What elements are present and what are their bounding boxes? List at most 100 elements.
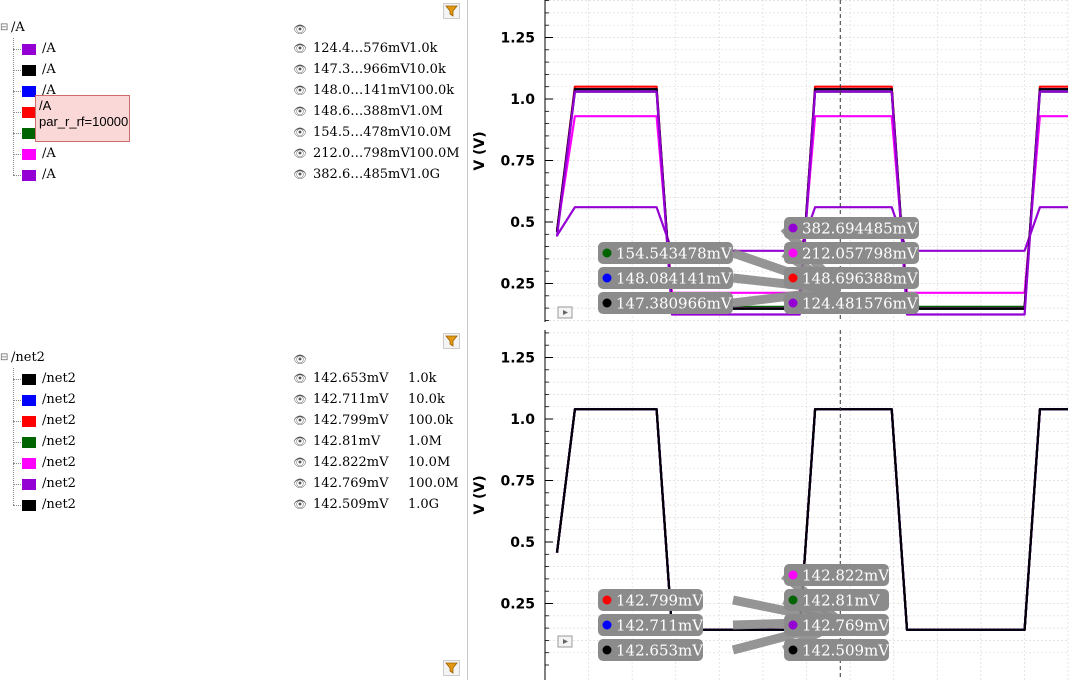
value-marker[interactable] (784, 217, 919, 239)
marker-color-dot (788, 273, 798, 283)
value-marker[interactable] (598, 267, 733, 289)
visibility-eye-icon[interactable]: 👁 (293, 105, 307, 118)
signal-row[interactable]: /net2 👁 142.799mV 100.0k (0, 411, 466, 432)
visibility-eye-icon[interactable]: 👁 (293, 456, 307, 469)
value-marker[interactable] (784, 614, 889, 636)
color-swatch[interactable] (22, 374, 36, 385)
tree-line (13, 368, 14, 505)
signal-name: /net2 (42, 476, 76, 491)
signal-value: 142.81mV (313, 434, 381, 449)
marker-color-dot (788, 570, 798, 580)
signal-row[interactable]: /A 👁 382.6…485mV 1.0G (0, 165, 466, 186)
signal-row[interactable]: /net2 👁 142.822mV 10.0M (0, 453, 466, 474)
signal-row[interactable]: /net2 👁 142.81mV 1.0M (0, 432, 466, 453)
color-swatch[interactable] (22, 416, 36, 427)
color-swatch[interactable] (22, 170, 36, 181)
waveform-series[interactable] (555, 408, 1068, 631)
value-marker[interactable] (784, 564, 889, 586)
tree-branch (13, 154, 21, 155)
value-marker[interactable] (784, 639, 889, 661)
signal-row[interactable]: /A 👁 212.0…798mV 100.0M (0, 144, 466, 165)
collapse-icon[interactable]: ⊟ (0, 352, 9, 363)
visibility-eye-icon[interactable]: 👁 (293, 23, 307, 36)
y-tick-label: 1.0 (510, 92, 535, 108)
marker-value-label: 142.509mV (802, 642, 890, 660)
tree-branch (13, 133, 21, 134)
color-swatch[interactable] (22, 479, 36, 490)
color-swatch[interactable] (22, 395, 36, 406)
legend-panel: ⊟/A 👁/A 👁 124.4…576mV 1.0k/A 👁 147.3…966mV 10.0… (0, 0, 468, 680)
visibility-eye-icon[interactable]: 👁 (293, 435, 307, 448)
color-swatch[interactable] (22, 128, 36, 139)
legend-pane: ⊟/A 👁/A 👁 124.4…576mV 1.0k/A 👁 147.3…966mV 10.0… (0, 20, 466, 200)
expand-icon[interactable] (563, 639, 568, 644)
color-swatch[interactable] (22, 65, 36, 76)
value-marker[interactable] (784, 292, 919, 314)
signal-row[interactable]: /A 👁 147.3…966mV 10.0k (0, 60, 466, 81)
visibility-eye-icon[interactable]: 👁 (293, 393, 307, 406)
marker-value-label: 142.81mV (802, 592, 881, 610)
visibility-eye-icon[interactable]: 👁 (293, 126, 307, 139)
signal-name: /net2 (42, 413, 76, 428)
signal-name: /net2 (42, 434, 76, 449)
signal-parameter: 1.0M (408, 434, 442, 449)
color-swatch[interactable] (22, 437, 36, 448)
y-tick-label: 1.0 (510, 412, 535, 428)
value-marker[interactable] (598, 242, 733, 264)
y-tick-label: 1.25 (500, 31, 535, 47)
visibility-eye-icon[interactable]: 👁 (293, 498, 307, 511)
color-swatch[interactable] (22, 86, 36, 97)
color-swatch[interactable] (22, 458, 36, 469)
marker-color-dot (788, 223, 798, 233)
visibility-eye-icon[interactable]: 👁 (293, 414, 307, 427)
value-marker[interactable] (598, 614, 703, 636)
signal-name: /A (42, 83, 56, 98)
signal-row[interactable]: /net2 👁 142.653mV 1.0k (0, 369, 466, 390)
signal-parameter: 1.0k (409, 41, 438, 56)
signal-parameter: 100.0M (408, 476, 459, 491)
marker-value-label: 148.084141mV (616, 270, 733, 288)
visibility-eye-icon[interactable]: 👁 (293, 147, 307, 160)
filter-icon[interactable] (443, 3, 460, 19)
value-marker[interactable] (598, 292, 733, 314)
visibility-eye-icon[interactable]: 👁 (293, 477, 307, 490)
plot-area[interactable]: 0.25 0.5 0.75 1.0 1.25 V (V) 154.543478mV 148.0… (468, 0, 1076, 680)
signal-row[interactable]: /A 👁 148.0…141mV 100.0k (0, 81, 466, 102)
waveform-series[interactable] (555, 90, 1068, 316)
value-marker[interactable] (598, 589, 703, 611)
value-marker[interactable] (784, 589, 889, 611)
color-swatch[interactable] (22, 44, 36, 55)
signal-row[interactable]: /net2 👁 142.711mV 10.0k (0, 390, 466, 411)
signal-value: 142.653mV (313, 371, 389, 386)
legend-pane: ⊟/net2 👁/net2 👁 142.653mV 1.0k/net2 👁 142.711m… (0, 350, 466, 530)
expand-icon[interactable] (563, 310, 568, 315)
signal-row[interactable]: /A 👁 124.4…576mV 1.0k (0, 39, 466, 60)
y-tick-label: 0.25 (500, 277, 535, 293)
waveform-plots[interactable]: 0.25 0.5 0.75 1.0 1.25 V (V) 154.543478mV 148.0… (468, 0, 1076, 680)
value-marker[interactable] (784, 242, 919, 264)
filter-icon[interactable] (443, 660, 460, 676)
signal-row[interactable]: /net2 👁 142.769mV 100.0M (0, 474, 466, 495)
value-marker[interactable] (784, 267, 919, 289)
color-swatch[interactable] (22, 500, 36, 511)
visibility-eye-icon[interactable]: 👁 (293, 63, 307, 76)
visibility-eye-icon[interactable]: 👁 (293, 42, 307, 55)
visibility-eye-icon[interactable]: 👁 (293, 168, 307, 181)
filter-icon[interactable] (443, 333, 460, 349)
collapse-icon[interactable]: ⊟ (0, 22, 9, 33)
marker-value-label: 142.653mV (616, 642, 704, 660)
visibility-eye-icon[interactable]: 👁 (293, 84, 307, 97)
pane-title: /net2 (11, 350, 45, 365)
marker-color-dot (602, 248, 612, 258)
color-swatch[interactable] (22, 107, 36, 118)
signal-row[interactable]: /net2 👁 142.509mV 1.0G (0, 495, 466, 516)
color-swatch[interactable] (22, 149, 36, 160)
y-tick-label: 0.5 (510, 215, 535, 231)
value-marker[interactable] (598, 639, 703, 661)
visibility-eye-icon[interactable]: 👁 (293, 372, 307, 385)
tree-branch (13, 484, 21, 485)
visibility-eye-icon[interactable]: 👁 (293, 353, 307, 366)
signal-parameter: 100.0k (408, 413, 454, 428)
